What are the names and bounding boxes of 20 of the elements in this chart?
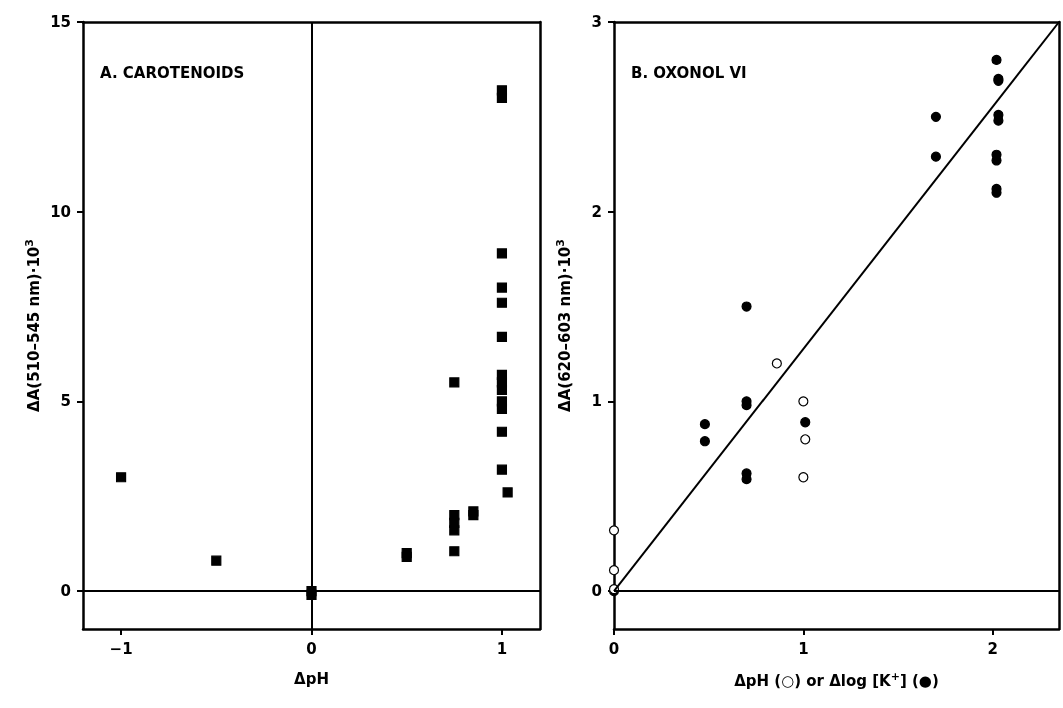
x-tick-label: 0	[306, 639, 317, 658]
x-axis-title: ΔpH	[294, 669, 329, 688]
x-tick-label: 0	[608, 639, 620, 658]
y-tick-label: 0	[591, 582, 602, 601]
x-tick-label: 1	[496, 639, 508, 658]
x-axis-title: ΔpH (○) or Δlog [K+] (●)	[734, 670, 939, 690]
y-tick-label: 3	[591, 13, 602, 31]
y-tick-label: 15	[50, 13, 71, 31]
x-tick-label: −1	[109, 639, 133, 658]
x-tick-label: 1	[798, 639, 809, 658]
x-tick-label: 2	[987, 639, 998, 658]
y-tick-label: 2	[591, 202, 602, 221]
y-axis-title: ΔA(510–545 nm)·103	[23, 239, 43, 412]
y-axis-title: ΔA(620–603 nm)·103	[554, 239, 574, 412]
y-tick-label: 5	[60, 392, 71, 411]
y-tick-label: 1	[591, 392, 602, 411]
y-tick-label: 0	[60, 582, 71, 601]
text: A. CAROTENOIDS	[100, 63, 245, 82]
y-tick-label: 10	[50, 202, 71, 221]
text: B. OXONOL VI	[631, 63, 747, 82]
